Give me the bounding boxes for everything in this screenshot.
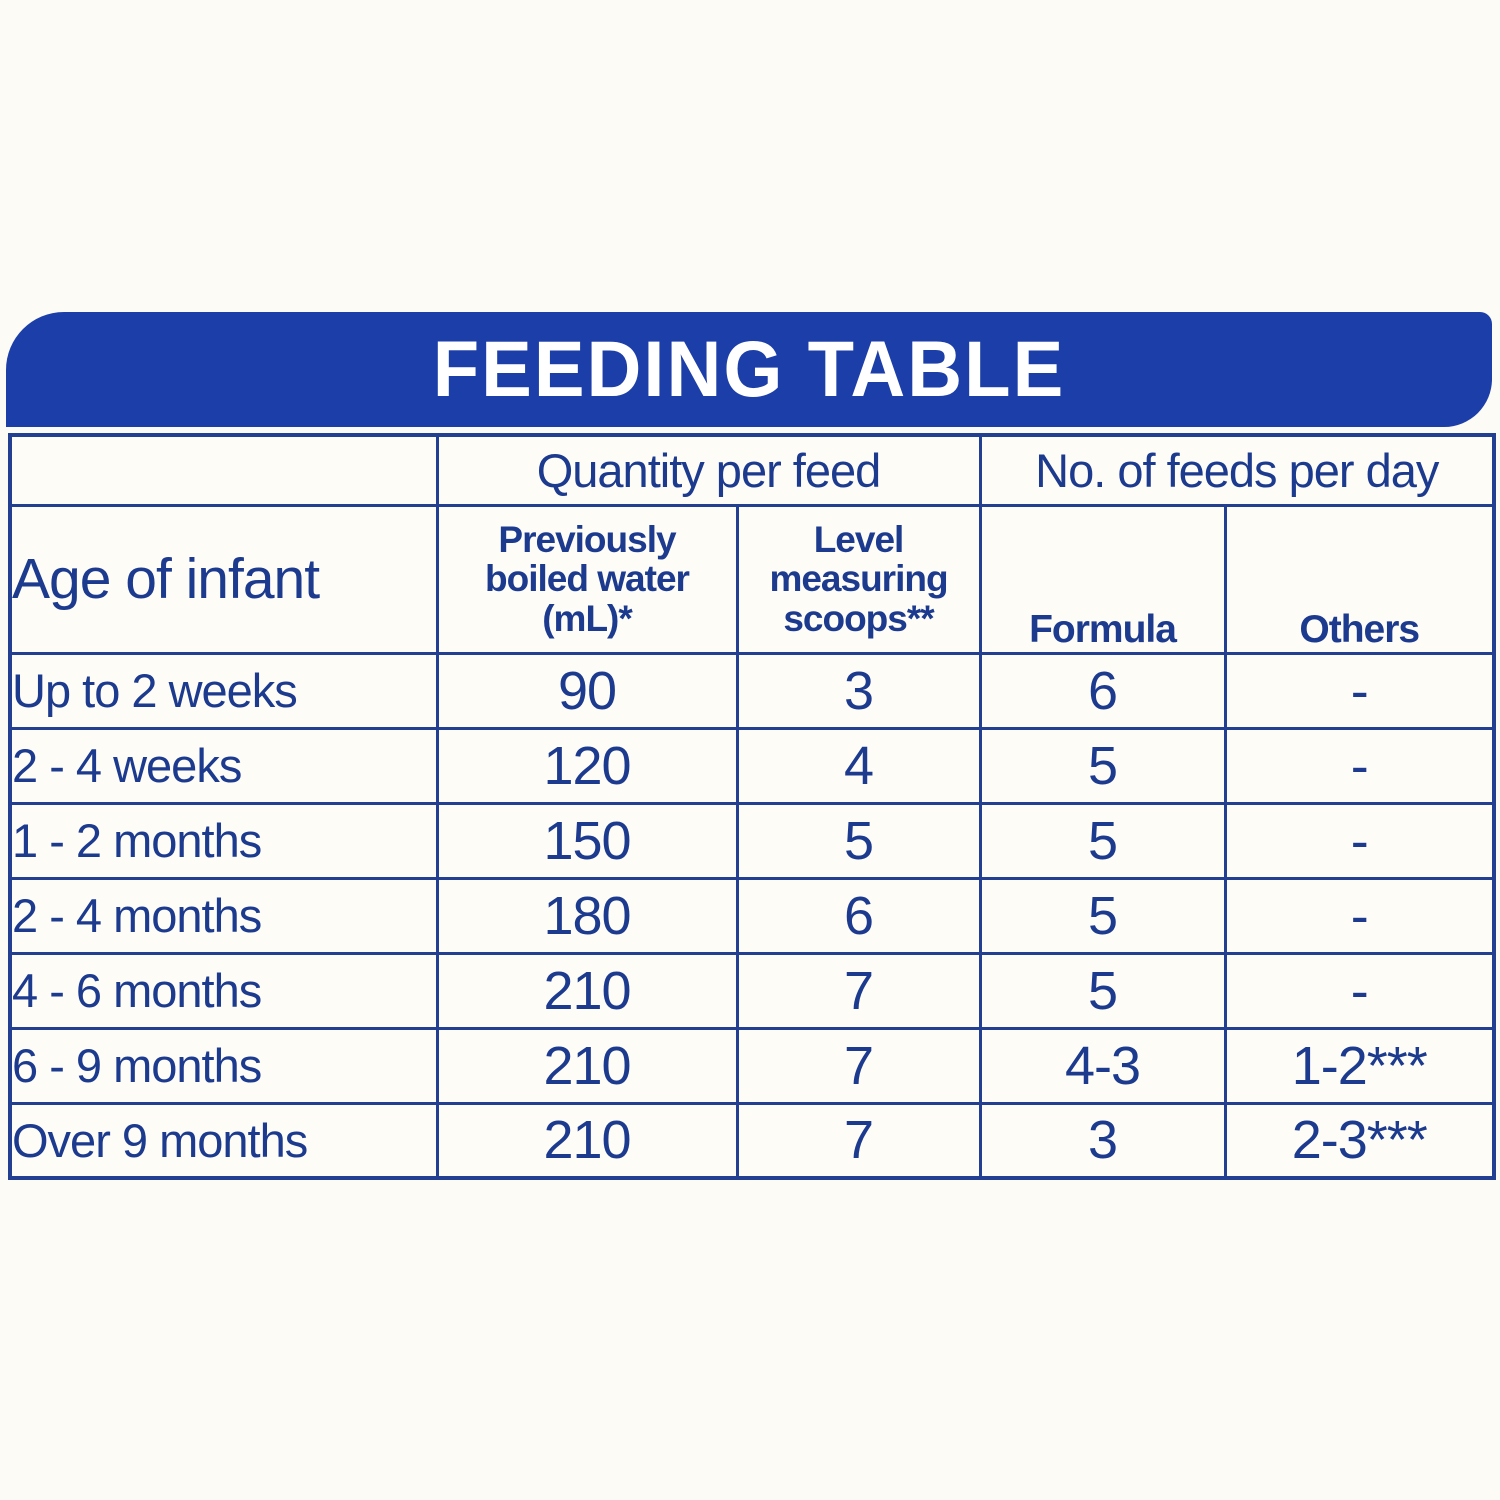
formula-cell: 5 xyxy=(978,801,1227,880)
col-header-age-of-infant: Age of infant xyxy=(8,503,439,655)
formula-cell: 6 xyxy=(978,651,1227,730)
table-row: 2 - 4 months 180 6 5 - xyxy=(8,876,1496,955)
col-header-line: (mL)* xyxy=(542,597,633,639)
water-cell: 210 xyxy=(435,951,739,1030)
age-cell: 1 - 2 months xyxy=(8,801,439,880)
feeding-table: Quantity per feed No. of feeds per day A… xyxy=(8,433,1497,1180)
col-header-boiled-water: Previously boiled water (mL)* xyxy=(435,503,739,655)
others-cell: - xyxy=(1223,726,1496,805)
scoops-cell: 4 xyxy=(735,726,982,805)
col-header-line: Previously xyxy=(498,518,676,560)
col-header-line: measuring xyxy=(769,558,948,600)
water-cell: 150 xyxy=(435,801,739,880)
formula-cell: 3 xyxy=(978,1101,1227,1180)
col-header-measuring-scoops: Level measuring scoops** xyxy=(735,503,982,655)
age-cell: 2 - 4 months xyxy=(8,876,439,955)
age-cell: Over 9 months xyxy=(8,1101,439,1180)
group-header-feeds-per-day: No. of feeds per day xyxy=(978,433,1496,507)
age-cell: 4 - 6 months xyxy=(8,951,439,1030)
column-header-row: Age of infant Previously boiled water (m… xyxy=(8,503,1496,655)
others-cell: - xyxy=(1223,951,1496,1030)
group-header-quantity-per-feed: Quantity per feed xyxy=(435,433,982,507)
water-cell: 90 xyxy=(435,651,739,730)
empty-header-cell xyxy=(8,433,439,507)
scoops-cell: 6 xyxy=(735,876,982,955)
water-cell: 210 xyxy=(435,1026,739,1105)
scoops-cell: 7 xyxy=(735,1101,982,1180)
age-cell: Up to 2 weeks xyxy=(8,651,439,730)
formula-cell: 5 xyxy=(978,876,1227,955)
table-row: 6 - 9 months 210 7 4-3 1-2*** xyxy=(8,1026,1496,1105)
age-cell: 2 - 4 weeks xyxy=(8,726,439,805)
scoops-cell: 3 xyxy=(735,651,982,730)
col-header-others: Others xyxy=(1223,503,1496,655)
formula-cell: 5 xyxy=(978,726,1227,805)
formula-cell: 5 xyxy=(978,951,1227,1030)
table-row: 1 - 2 months 150 5 5 - xyxy=(8,801,1496,880)
formula-cell: 4-3 xyxy=(978,1026,1227,1105)
group-header-row: Quantity per feed No. of feeds per day xyxy=(8,433,1496,507)
age-cell: 6 - 9 months xyxy=(8,1026,439,1105)
others-cell: 2-3*** xyxy=(1223,1101,1496,1180)
table-row: Up to 2 weeks 90 3 6 - xyxy=(8,651,1496,730)
scoops-cell: 7 xyxy=(735,951,982,1030)
water-cell: 180 xyxy=(435,876,739,955)
feeding-table-banner: FEEDING TABLE xyxy=(6,312,1492,427)
others-cell: - xyxy=(1223,651,1496,730)
scoops-cell: 7 xyxy=(735,1026,982,1105)
col-header-line: boiled water xyxy=(485,558,690,600)
water-cell: 210 xyxy=(435,1101,739,1180)
scoops-cell: 5 xyxy=(735,801,982,880)
water-cell: 120 xyxy=(435,726,739,805)
col-header-formula: Formula xyxy=(978,503,1227,655)
table-row: 4 - 6 months 210 7 5 - xyxy=(8,951,1496,1030)
page-title: FEEDING TABLE xyxy=(432,325,1066,414)
table-row: Over 9 months 210 7 3 2-3*** xyxy=(8,1101,1496,1180)
col-header-line: Level xyxy=(813,518,905,560)
others-cell: 1-2*** xyxy=(1223,1026,1496,1105)
others-cell: - xyxy=(1223,876,1496,955)
others-cell: - xyxy=(1223,801,1496,880)
col-header-line: scoops** xyxy=(783,597,934,639)
table-row: 2 - 4 weeks 120 4 5 - xyxy=(8,726,1496,805)
